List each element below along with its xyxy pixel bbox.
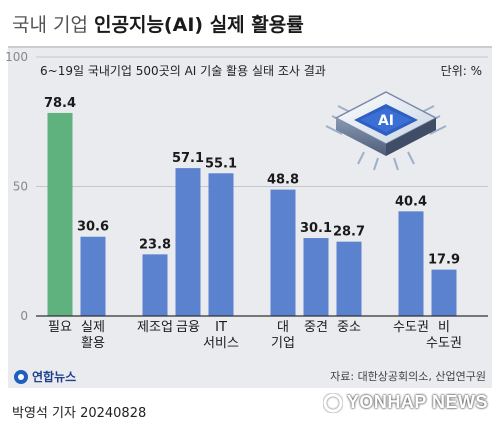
x-tick-label: 금융 bbox=[176, 320, 200, 335]
watermark-logo-icon bbox=[323, 393, 343, 412]
bar bbox=[303, 238, 329, 316]
x-tick-label: 제조업 bbox=[137, 320, 173, 335]
yonhap-logo-icon bbox=[14, 369, 28, 384]
y-tick-label: 100 bbox=[5, 50, 28, 64]
ai-chip-icon: AI bbox=[325, 91, 447, 171]
x-tick-label: 대 bbox=[277, 320, 289, 335]
x-tick-label: 필요 bbox=[48, 320, 72, 335]
brand-name: 연합뉴스 bbox=[32, 370, 77, 384]
watermark: YONHAP NEWS bbox=[323, 392, 488, 413]
data-label: 28.7 bbox=[333, 225, 365, 240]
data-label: 78.4 bbox=[44, 96, 76, 111]
bar bbox=[270, 189, 296, 316]
bar bbox=[47, 112, 73, 316]
y-tick-label: 0 bbox=[20, 309, 28, 323]
bar bbox=[398, 211, 424, 316]
source-note: 자료: 대한상공회의소, 산업연구원 bbox=[330, 370, 486, 383]
watermark-text: YONHAP NEWS bbox=[346, 392, 488, 412]
x-tick-label: 비 bbox=[438, 320, 450, 335]
unit-label: 단위: % bbox=[440, 64, 482, 78]
chip-label: AI bbox=[378, 113, 394, 129]
page-title: 국내 기업 인공지능(AI) 실제 활용률 bbox=[12, 10, 304, 37]
data-label: 17.9 bbox=[428, 253, 460, 268]
bar bbox=[336, 241, 362, 316]
chart-subtitle: 6~19일 국내기업 500곳의 AI 기술 활용 실태 조사 결과 bbox=[40, 64, 326, 78]
data-label: 55.1 bbox=[205, 156, 237, 171]
x-tick-label: 기업 bbox=[271, 336, 295, 351]
title-main: 인공지능(AI) 실제 활용률 bbox=[94, 14, 304, 36]
data-label: 30.1 bbox=[300, 221, 332, 236]
x-tick-label: 중견 bbox=[304, 320, 328, 335]
data-label: 40.4 bbox=[395, 194, 427, 209]
data-label: 48.8 bbox=[267, 173, 299, 188]
x-tick-label: 중소 bbox=[337, 320, 361, 335]
bar bbox=[80, 236, 106, 316]
bar bbox=[208, 173, 234, 316]
x-tick-label: 활용 bbox=[81, 336, 105, 351]
bar bbox=[175, 168, 201, 316]
bar bbox=[142, 254, 168, 316]
data-label: 23.8 bbox=[139, 237, 171, 252]
brand-logo: 연합뉴스 bbox=[14, 368, 76, 385]
x-tick-label: 수도권 bbox=[426, 336, 462, 351]
data-label: 30.6 bbox=[77, 220, 109, 235]
title-prefix: 국내 기업 bbox=[12, 14, 88, 36]
x-tick-label: 수도권 bbox=[393, 320, 429, 335]
x-tick-label: 서비스 bbox=[203, 336, 239, 351]
bar bbox=[431, 269, 457, 316]
data-label: 57.1 bbox=[172, 151, 204, 166]
x-tick-label: IT bbox=[215, 320, 227, 335]
x-tick-label: 실제 bbox=[81, 320, 105, 335]
byline: 박영석 기자 20240828 bbox=[12, 406, 147, 421]
y-tick-label: 50 bbox=[13, 180, 28, 194]
